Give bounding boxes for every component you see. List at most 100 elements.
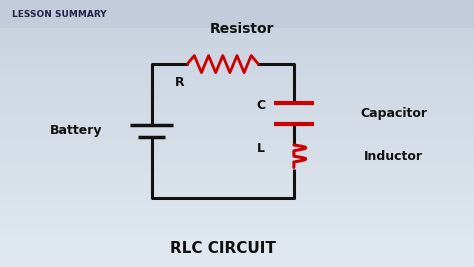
Bar [0,110,474,112]
Bar [0,206,474,208]
Bar [0,0,474,28]
Bar [0,96,474,98]
Bar [0,27,474,29]
Bar [0,126,474,128]
Bar [0,19,474,21]
Bar [0,248,474,249]
Bar [0,251,474,253]
Bar [0,3,474,5]
Bar [0,123,474,125]
Bar [0,231,474,233]
Bar [0,125,474,126]
Bar [0,89,474,91]
Bar [0,53,474,55]
Bar [0,9,474,11]
Bar [0,57,474,59]
Bar [0,137,474,139]
Bar [0,166,474,167]
Bar [0,210,474,212]
Bar [0,5,474,7]
Bar [0,148,474,150]
Bar [0,153,474,155]
Bar [0,64,474,66]
Bar [0,199,474,201]
Bar [0,43,474,45]
Text: Inductor: Inductor [364,150,423,163]
Bar [0,157,474,158]
Bar [0,16,474,18]
Bar [0,100,474,101]
Bar [0,13,474,14]
Bar [0,244,474,246]
Bar [0,39,474,41]
Bar [0,84,474,85]
Bar [0,29,474,30]
Bar [0,189,474,190]
Bar [0,146,474,148]
Bar [0,30,474,32]
Bar [0,155,474,157]
Bar [0,78,474,80]
Bar [0,68,474,69]
Text: Battery: Battery [50,124,102,137]
Bar [0,183,474,185]
Bar [0,46,474,48]
Bar [0,242,474,244]
Bar [0,253,474,254]
Bar [0,134,474,135]
Bar [0,151,474,153]
Bar [0,36,474,37]
Bar [0,119,474,121]
Bar [0,7,474,9]
Bar [0,192,474,194]
Bar [0,208,474,210]
Bar [0,164,474,166]
Bar [0,246,474,248]
Bar [0,25,474,27]
Bar [0,132,474,134]
Bar [0,85,474,87]
Bar [0,34,474,36]
Bar [0,201,474,203]
Bar [0,55,474,57]
Text: L: L [257,142,264,155]
Bar [0,73,474,75]
Bar [0,87,474,89]
Bar [0,18,474,19]
Bar [0,62,474,64]
Bar [0,37,474,39]
Bar [0,256,474,258]
Bar [0,160,474,162]
Bar [0,105,474,107]
Bar [0,80,474,82]
Bar [0,11,474,13]
Bar [0,150,474,151]
Bar [0,52,474,53]
Bar [0,237,474,238]
Bar [0,194,474,196]
Bar [0,260,474,262]
Bar [0,61,474,62]
Bar [0,238,474,240]
Bar [0,50,474,52]
Bar [0,21,474,23]
Bar [0,23,474,25]
Bar [0,212,474,214]
Bar [0,2,474,3]
Bar [0,180,474,182]
Bar [0,48,474,50]
Bar [0,169,474,171]
Bar [0,114,474,116]
Bar [0,233,474,235]
Text: RLC CIRCUIT: RLC CIRCUIT [170,241,276,256]
Bar [0,71,474,73]
Bar [0,75,474,77]
Bar [0,221,474,222]
Bar [0,178,474,180]
Bar [0,139,474,141]
Bar [0,121,474,123]
Bar [0,249,474,251]
Bar [0,264,474,265]
Bar [0,198,474,199]
Bar [0,258,474,260]
